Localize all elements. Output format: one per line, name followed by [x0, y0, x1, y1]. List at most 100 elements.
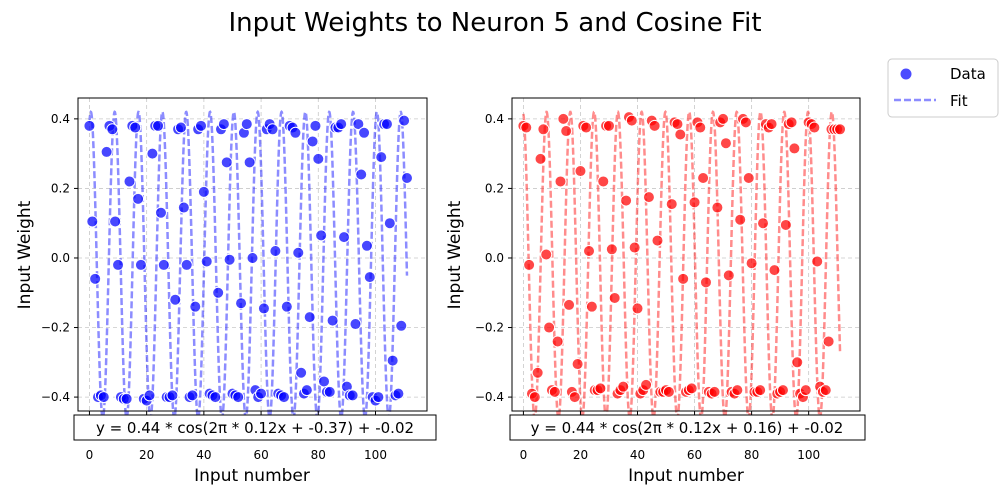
- data-point: [548, 385, 561, 398]
- data-point: [537, 123, 550, 136]
- data-point: [625, 114, 638, 127]
- data-point: [292, 246, 305, 259]
- y-tick-label: −0.2: [475, 321, 504, 335]
- data-point: [255, 387, 268, 400]
- data-point: [169, 293, 182, 306]
- data-point: [360, 239, 373, 252]
- data-point: [822, 335, 835, 348]
- data-point: [651, 234, 664, 247]
- data-point: [195, 119, 208, 132]
- data-point: [154, 206, 167, 219]
- data-point: [174, 121, 187, 134]
- data-point: [722, 269, 735, 282]
- data-point: [269, 245, 282, 258]
- data-point: [528, 391, 541, 404]
- data-point: [523, 258, 536, 271]
- data-point: [132, 192, 145, 205]
- data-point: [788, 142, 801, 155]
- left-y-axis-label: Input Weight: [15, 200, 35, 309]
- data-point: [563, 298, 576, 311]
- data-point: [699, 276, 712, 289]
- x-tick-label: 100: [797, 448, 820, 462]
- data-point: [628, 241, 641, 254]
- data-point: [235, 297, 248, 310]
- y-tick-label: 0.2: [51, 181, 70, 195]
- x-tick-label: 40: [196, 448, 211, 462]
- legend: Data Fit: [887, 58, 999, 118]
- data-point: [776, 384, 789, 397]
- data-point: [540, 248, 553, 261]
- data-point: [785, 116, 798, 129]
- data-point: [677, 272, 690, 285]
- data-point: [209, 391, 222, 404]
- data-point: [106, 123, 119, 136]
- data-point: [97, 391, 110, 404]
- data-point: [232, 391, 245, 404]
- data-point: [315, 229, 328, 242]
- data-point: [309, 119, 322, 132]
- y-tick-label: −0.2: [41, 321, 70, 335]
- data-point: [240, 118, 253, 131]
- figure-title: Input Weights to Neuron 5 and Cosine Fit: [228, 8, 761, 38]
- data-point: [100, 145, 113, 158]
- left-plot-frame: [77, 97, 428, 412]
- x-tick-label: 0: [86, 448, 94, 462]
- x-tick-label: 80: [744, 448, 759, 462]
- x-tick-label: 0: [520, 448, 528, 462]
- data-point: [129, 121, 142, 134]
- data-point: [306, 135, 319, 148]
- data-point: [312, 152, 325, 165]
- data-point: [212, 286, 225, 299]
- data-point: [617, 380, 630, 393]
- right-equation-box: [509, 414, 866, 441]
- data-point: [143, 389, 156, 402]
- data-point: [742, 171, 755, 184]
- data-point: [295, 366, 308, 379]
- fit-curve: [88, 109, 409, 420]
- data-point: [398, 114, 411, 127]
- data-point: [791, 356, 804, 369]
- left-y-ticks: −0.4 −0.2 0.0 0.2 0.4: [41, 112, 78, 404]
- data-point: [605, 243, 618, 256]
- data-point: [602, 119, 615, 132]
- y-tick-label: −0.4: [41, 390, 70, 404]
- data-point: [220, 156, 233, 169]
- legend-data-label: Data: [950, 65, 986, 83]
- data-point: [346, 389, 359, 402]
- left-data-points: [83, 114, 413, 407]
- data-point: [338, 231, 351, 244]
- left-x-axis-label: Input number: [194, 466, 310, 486]
- left-equation-text: y = 0.44 * cos(2π * 0.12x + -0.37) + -0.…: [96, 419, 414, 437]
- data-point: [280, 300, 293, 313]
- legend-data-marker: [899, 67, 913, 81]
- data-point: [808, 121, 821, 134]
- data-point: [819, 384, 832, 397]
- data-point: [372, 391, 385, 404]
- data-point: [197, 185, 210, 198]
- left-grid: [78, 98, 427, 411]
- data-point: [665, 198, 678, 211]
- data-point: [799, 384, 812, 397]
- data-point: [352, 118, 365, 131]
- data-point: [534, 152, 547, 165]
- data-point: [754, 384, 767, 397]
- x-tick-label: 100: [364, 448, 387, 462]
- data-point: [568, 391, 581, 404]
- data-point: [375, 151, 388, 164]
- right-data-points: [517, 111, 847, 404]
- data-point: [392, 387, 405, 400]
- data-point: [395, 319, 408, 332]
- right-x-axis-label: Input number: [628, 466, 744, 486]
- x-tick-label: 80: [311, 448, 326, 462]
- data-point: [717, 112, 730, 125]
- data-point: [543, 321, 556, 334]
- data-point: [779, 218, 792, 231]
- y-tick-label: 0.0: [485, 251, 504, 265]
- data-point: [531, 366, 544, 379]
- data-point: [400, 171, 413, 184]
- data-point: [574, 165, 587, 178]
- data-point: [134, 258, 147, 271]
- data-point: [177, 201, 190, 214]
- data-point: [551, 335, 564, 348]
